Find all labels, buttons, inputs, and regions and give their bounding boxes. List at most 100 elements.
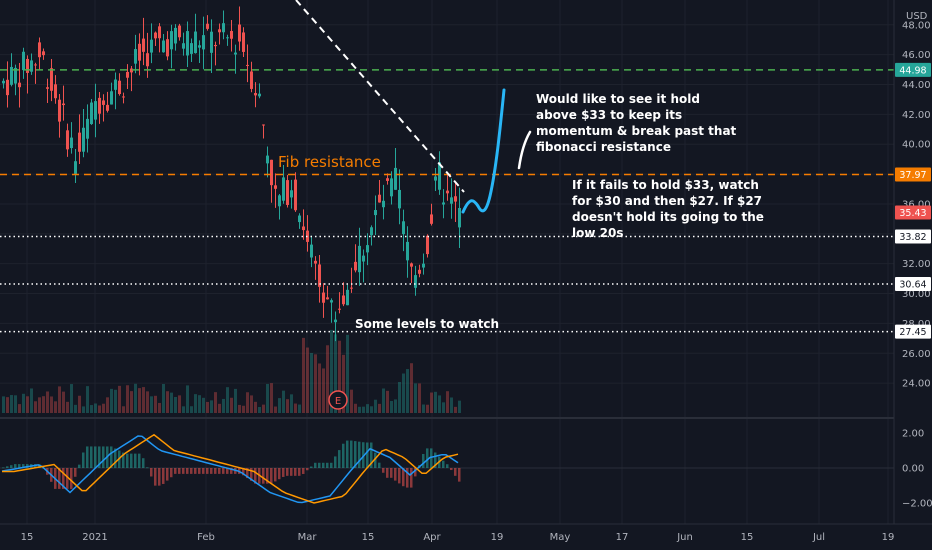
histogram-bar bbox=[450, 468, 453, 471]
volume-bar bbox=[158, 402, 161, 413]
volume-bar bbox=[374, 399, 377, 413]
histogram-bar bbox=[190, 468, 193, 474]
price-tick: 42.00 bbox=[902, 110, 931, 121]
histogram-bar bbox=[110, 446, 113, 468]
volume-bar bbox=[286, 399, 289, 413]
candle-body bbox=[182, 43, 185, 49]
histogram-bar bbox=[458, 468, 461, 482]
price-tick: 32.00 bbox=[902, 259, 931, 270]
volume-bar bbox=[458, 400, 461, 413]
time-tick: 19 bbox=[882, 532, 895, 543]
candle-body bbox=[394, 167, 397, 190]
histogram-bar bbox=[390, 468, 393, 478]
candle-body bbox=[270, 159, 273, 186]
volume-bar bbox=[190, 406, 193, 413]
volume-bar bbox=[178, 395, 181, 413]
projection-path[interactable] bbox=[461, 88, 506, 214]
volume-bar bbox=[326, 345, 329, 413]
histogram-bar bbox=[242, 468, 245, 476]
volume-bar bbox=[106, 397, 109, 413]
volume-bar bbox=[66, 401, 69, 413]
volume-bar bbox=[410, 363, 413, 413]
volume-bar bbox=[226, 387, 229, 413]
histogram-bar bbox=[338, 450, 341, 468]
histogram-bar bbox=[62, 468, 65, 489]
volume-bar bbox=[446, 391, 449, 413]
volume-bar bbox=[50, 396, 53, 413]
time-tick: Feb bbox=[197, 532, 215, 543]
volume-bar bbox=[198, 395, 201, 413]
histogram-bar bbox=[150, 468, 153, 477]
histogram-bar bbox=[446, 464, 449, 468]
volume-bar bbox=[54, 401, 57, 413]
macd-line bbox=[1, 435, 459, 504]
histogram-bar bbox=[130, 453, 133, 468]
time-tick: May bbox=[550, 532, 571, 543]
candle-body bbox=[334, 319, 337, 323]
candle-body bbox=[374, 210, 377, 216]
histogram-bar bbox=[58, 468, 61, 489]
candle-body bbox=[46, 87, 49, 89]
volume-bar bbox=[34, 401, 37, 413]
price-tick: 24.00 bbox=[902, 379, 931, 390]
candle-body bbox=[362, 255, 365, 262]
volume-bar bbox=[146, 391, 149, 413]
oscillator-ticks: 2.00 0.00 −2.00 bbox=[902, 429, 932, 510]
volume-bar bbox=[126, 385, 129, 413]
volume-bar bbox=[378, 403, 381, 413]
candle-body bbox=[250, 71, 253, 89]
volume-bar bbox=[238, 404, 241, 413]
candle-body bbox=[106, 104, 109, 111]
volume-bar bbox=[150, 396, 153, 413]
candle-body bbox=[386, 178, 389, 181]
candle-body bbox=[130, 68, 133, 73]
time-axis[interactable]: 15 2021 Feb Mar 15 Apr 19 May 17 Jun 15 Jul 19 bbox=[0, 523, 932, 543]
candle-body bbox=[274, 185, 277, 189]
histogram-bar bbox=[166, 468, 169, 481]
volume-bar bbox=[74, 404, 77, 413]
candle-body bbox=[14, 67, 17, 84]
candle-body bbox=[34, 64, 37, 66]
histogram-bar bbox=[194, 468, 197, 474]
candle-body bbox=[366, 245, 369, 253]
volume-bar bbox=[394, 399, 397, 413]
candle-body bbox=[122, 96, 125, 98]
volume-bar bbox=[230, 397, 233, 413]
volume-bar bbox=[338, 340, 341, 413]
price-label-box bbox=[895, 62, 931, 77]
histogram-bar bbox=[342, 443, 345, 468]
volume-bar bbox=[314, 354, 317, 413]
candle-body bbox=[254, 93, 257, 96]
volume-bar bbox=[438, 395, 441, 413]
candlesticks bbox=[2, 6, 461, 342]
candle-body bbox=[78, 132, 81, 152]
candle-body bbox=[206, 23, 209, 29]
candle-body bbox=[286, 180, 289, 205]
note-top-line-1: Would like to see it hold bbox=[536, 92, 700, 106]
histogram-bar bbox=[222, 468, 225, 474]
candle-body bbox=[142, 38, 145, 52]
candle-body bbox=[110, 91, 113, 105]
price-label-text: 37.97 bbox=[899, 170, 926, 181]
candle-body bbox=[58, 99, 61, 122]
price-tick: 36.00 bbox=[902, 199, 931, 210]
candle-body bbox=[458, 208, 461, 228]
candle-body bbox=[42, 51, 45, 56]
volume-bar bbox=[370, 406, 373, 413]
histogram-bar bbox=[294, 468, 297, 476]
candle-body bbox=[446, 190, 449, 194]
downtrend-line[interactable] bbox=[295, 0, 465, 193]
histogram-bar bbox=[2, 467, 5, 469]
price-axis[interactable]: USD 48.0046.0044.0042.0040.0038.0036.003… bbox=[893, 0, 932, 524]
volume-bar bbox=[402, 373, 405, 413]
volume-bar bbox=[166, 391, 169, 413]
histogram-bar bbox=[70, 468, 73, 489]
price-tick: 30.00 bbox=[902, 289, 931, 300]
candle-body bbox=[18, 82, 21, 88]
histogram-bar bbox=[454, 468, 457, 476]
osc-tick: −2.00 bbox=[902, 499, 932, 510]
candle-body bbox=[398, 189, 401, 209]
earnings-marker[interactable]: E bbox=[328, 390, 348, 410]
histogram-bar bbox=[94, 446, 97, 468]
